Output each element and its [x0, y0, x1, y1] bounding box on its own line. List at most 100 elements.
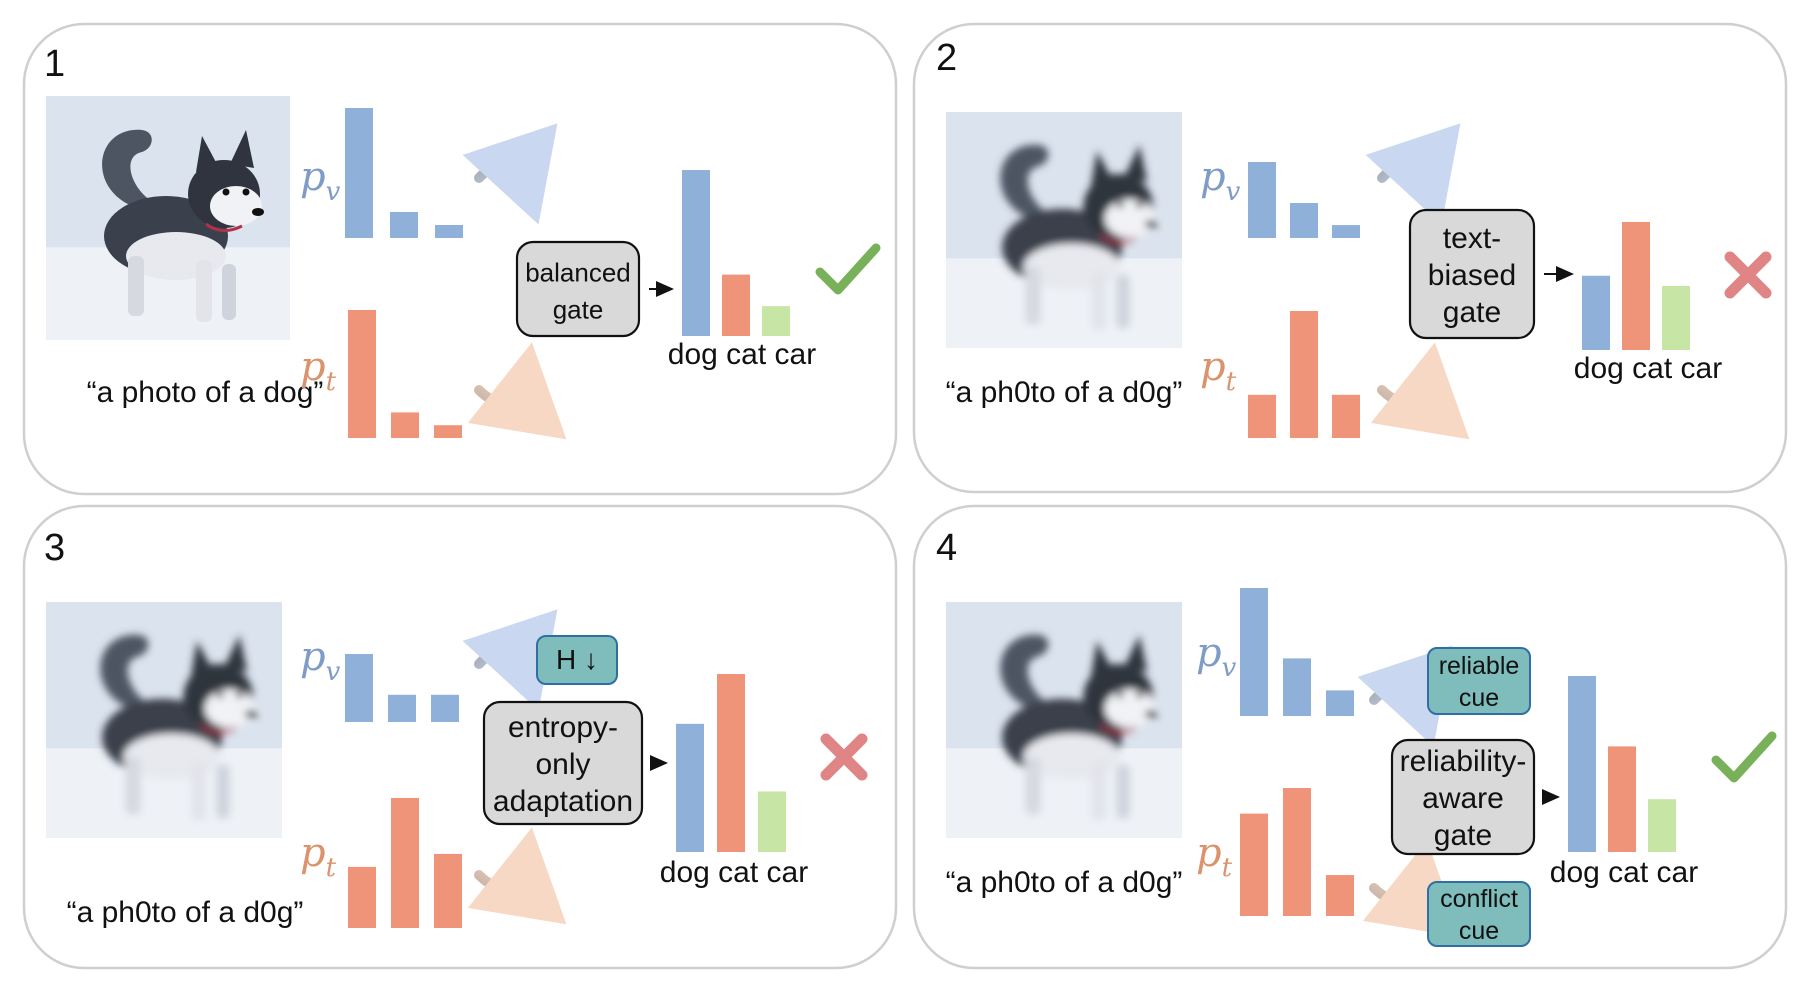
- pv-letter: p: [1200, 154, 1226, 200]
- gate-label: only: [535, 748, 590, 781]
- check-icon: [815, 243, 881, 295]
- pt-letter: p: [300, 344, 326, 390]
- dog-illustration: [46, 96, 290, 340]
- dog-leg-back: [128, 256, 144, 316]
- cue-label-line: cue: [1459, 684, 1499, 712]
- dog-eye: [1116, 691, 1124, 699]
- pt-label: pt: [300, 830, 337, 883]
- curved-arrow-icon: [1357, 645, 1453, 747]
- gate-label: gate: [1434, 819, 1492, 852]
- gate-label: gate: [553, 295, 604, 325]
- curved-arrow-path: [467, 342, 567, 440]
- dog-face: [210, 186, 262, 226]
- output-prob-bars-bar: [1648, 799, 1676, 852]
- panel-frame: [912, 22, 1788, 494]
- visual-prob-bars-bar: [345, 108, 373, 238]
- dog-nose: [1145, 710, 1157, 719]
- visual-prob-bars-bar: [435, 225, 463, 238]
- visual-prob-bars: [1248, 162, 1360, 238]
- text-prob-bars-bar: [348, 310, 376, 438]
- visual-prob-bars-bar: [1290, 203, 1318, 238]
- cross-icon-strokes: [820, 733, 868, 781]
- output-prob-bars: [676, 674, 786, 852]
- output-prob-bars-bar: [717, 674, 745, 852]
- pt-subscript: t: [1226, 367, 1237, 397]
- dog-ear-left: [196, 136, 218, 172]
- visual-prob-bars-bar: [1283, 658, 1311, 716]
- pt-letter: p: [300, 830, 326, 876]
- dog-leg-front: [1091, 760, 1107, 821]
- pv-label: pv: [300, 634, 341, 687]
- cue-label: H ↓: [556, 644, 598, 675]
- dog-tail: [1000, 634, 1049, 709]
- panel-number: 1: [44, 43, 65, 85]
- cross-icon-strokes: [1724, 251, 1772, 299]
- dog-illustration: [946, 112, 1182, 348]
- dog-tail: [100, 634, 149, 709]
- gate-label: adaptation: [493, 785, 633, 818]
- dog-body-group: [1000, 144, 1157, 331]
- output-prob-bars-bar: [676, 723, 704, 852]
- output-prob-bars-bar: [1568, 676, 1596, 852]
- text-prob-bars-bar: [1248, 394, 1276, 438]
- cue-box: [1427, 647, 1531, 715]
- panel-frame: [912, 504, 1788, 970]
- dog-illustration: [46, 602, 282, 838]
- dog-ear-right: [230, 130, 254, 168]
- output-prob-bars-bar: [762, 306, 790, 336]
- dog-leg-front: [191, 760, 207, 821]
- curved-arrow-icon: [467, 827, 567, 925]
- output-prob-bars-bar: [1622, 222, 1650, 350]
- output-prob-bars-bar: [758, 791, 786, 852]
- panel-frame: [22, 504, 898, 970]
- curved-arrow-icon: [1370, 342, 1470, 440]
- dog-body-group: [102, 129, 264, 322]
- cue-label-line: cue: [1459, 917, 1499, 945]
- dog-leg-front: [1091, 270, 1107, 331]
- text-prob-bars-bar: [434, 425, 462, 438]
- visual-prob-bars: [345, 108, 463, 238]
- gate-box: [1390, 738, 1536, 856]
- prompt-caption: “a ph0to of a d0g”: [946, 866, 1183, 899]
- curved-arrow-path: [467, 827, 567, 925]
- prompt-caption: “a ph0to of a d0g”: [67, 896, 304, 929]
- cue-label-line: conflict: [1440, 885, 1518, 913]
- visual-prob-bars-bar: [1332, 225, 1360, 238]
- output-prob-bars-bar: [1582, 275, 1610, 350]
- dog-eye: [242, 188, 250, 196]
- dog-leg-back: [1025, 756, 1041, 815]
- visual-prob-bars: [345, 654, 459, 722]
- curved-arrow-path: [1370, 342, 1470, 440]
- cross-icon: [1724, 251, 1772, 299]
- gate-label: gate: [1443, 296, 1501, 329]
- dog-eye: [222, 188, 230, 196]
- curved-arrow-icon: [467, 342, 567, 440]
- pv-letter: p: [1196, 630, 1222, 676]
- class-labels: dog cat car: [660, 856, 808, 889]
- curved-arrow-icon: [462, 123, 558, 225]
- pv-subscript: v: [1222, 653, 1237, 683]
- dog-face: [204, 689, 255, 728]
- pv-letter: p: [300, 154, 326, 200]
- visual-prob-bars-bar: [388, 694, 416, 722]
- visual-prob-bars-bar: [1240, 588, 1268, 716]
- dog-illustration: [946, 602, 1182, 838]
- dog-eye: [236, 691, 243, 699]
- pt-subscript: t: [1222, 853, 1233, 883]
- dog-face: [1104, 199, 1155, 238]
- dog-ear-left: [1091, 150, 1113, 186]
- dog-ear-right: [224, 634, 248, 672]
- curved-arrow-path: [1362, 840, 1462, 938]
- dog-ear-right: [1124, 144, 1148, 182]
- dog-collar: [199, 724, 237, 734]
- pt-label: pt: [1196, 830, 1233, 883]
- output-prob-bars: [682, 170, 790, 336]
- visual-prob-bars-bar: [1326, 690, 1354, 716]
- prompt-caption: “a ph0to of a d0g”: [946, 376, 1183, 409]
- text-prob-bars-bar: [1326, 875, 1354, 916]
- output-prob-bars-bar: [1662, 286, 1690, 350]
- text-prob-bars-bar: [434, 853, 462, 928]
- panel-number: 3: [44, 527, 65, 569]
- gate-label: biased: [1428, 259, 1516, 292]
